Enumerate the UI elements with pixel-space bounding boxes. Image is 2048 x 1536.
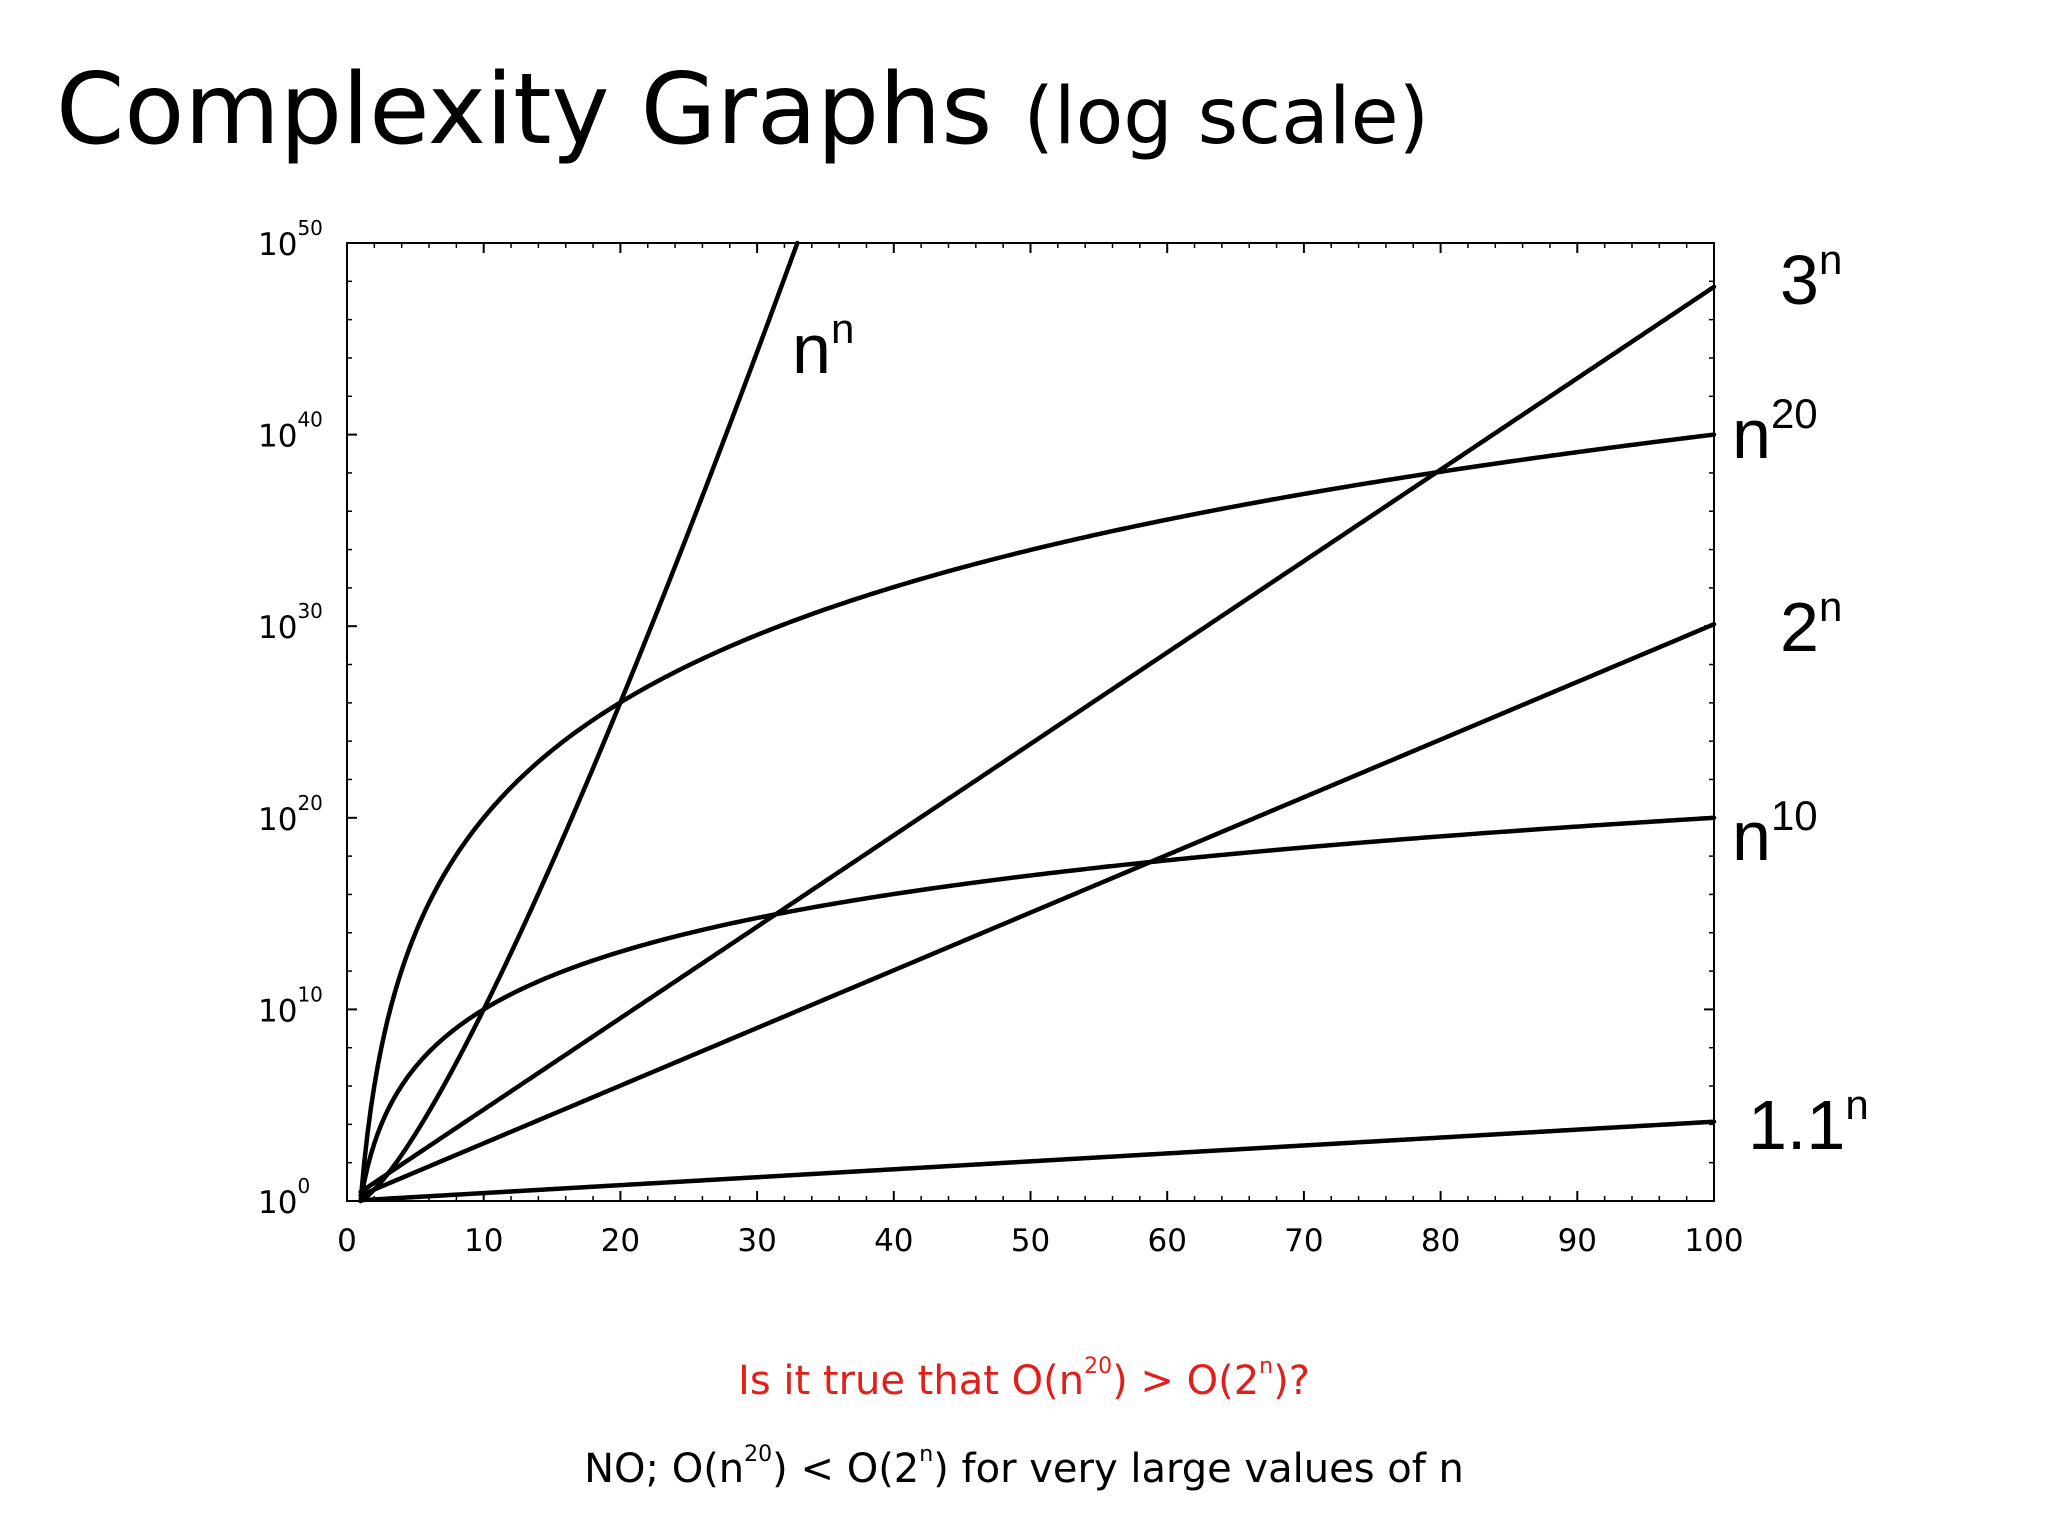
series-line-n10	[358, 815, 1717, 1204]
question-prefix: Is it true that O(n	[738, 1358, 1085, 1404]
answer-text: NO; O(n20) < O(2n) for very large values…	[0, 1442, 2048, 1492]
answer-prefix: NO; O(n	[584, 1446, 745, 1492]
slide-title: Complexity Graphs (log scale)	[56, 52, 1429, 170]
y-tick-label: 1010	[258, 982, 323, 1029]
series-label-n20: n20	[1732, 390, 1818, 473]
slide-title-suffix: (log scale)	[1023, 72, 1430, 162]
x-tick-label: 10	[464, 1223, 503, 1259]
answer-exponent-2: n	[919, 1442, 934, 1467]
x-axis: 0 10 20 30 40 50 60 70 80 90 100	[337, 243, 1744, 1259]
x-tick-label: 70	[1284, 1223, 1323, 1259]
answer-exponent-1: 20	[744, 1442, 773, 1467]
answer-middle: ) < O(2	[772, 1446, 920, 1492]
series-label-n10: n10	[1732, 792, 1818, 875]
series-lines	[358, 240, 1717, 1204]
series-line-n20	[358, 432, 1717, 1204]
x-tick-label: 0	[337, 1223, 357, 1259]
series-label-11n: 1.1n	[1748, 1081, 1869, 1164]
x-tick-label: 40	[874, 1223, 913, 1259]
plot-frame	[346, 242, 1715, 1202]
complexity-chart: 0 10 20 30 40 50 60 70 80 90 100 10010101020103010…	[258, 216, 1869, 1259]
series-line-2n	[358, 621, 1717, 1198]
series-label-3n: 3n	[1780, 236, 1842, 319]
slide-title-main: Complexity Graphs	[56, 53, 993, 167]
question-middle: ) > O(2	[1112, 1358, 1260, 1404]
x-tick-label: 80	[1421, 1223, 1460, 1259]
series-line-3n	[358, 284, 1717, 1195]
y-tick-label: 1040	[258, 408, 323, 455]
series-label-2n: 2n	[1780, 583, 1842, 666]
x-tick-label: 60	[1147, 1223, 1186, 1259]
series-labels: nn 3n n20 2n n10 1.1n	[792, 236, 1869, 1164]
y-tick-label: 1030	[258, 599, 323, 646]
answer-suffix: ) for very large values of n	[933, 1446, 1464, 1492]
y-tick-label: 1020	[258, 791, 323, 838]
y-tick-label: 1050	[258, 216, 323, 263]
x-tick-label: 50	[1011, 1223, 1050, 1259]
x-tick-label: 100	[1684, 1223, 1743, 1259]
y-tick-label: 100	[258, 1174, 310, 1221]
x-tick-label: 20	[601, 1223, 640, 1259]
question-suffix: )?	[1273, 1358, 1310, 1404]
x-tick-label: 30	[737, 1223, 776, 1259]
y-axis: 100 1010 1020 1030 1040 1050	[258, 216, 1714, 1221]
x-tick-label: 90	[1558, 1223, 1597, 1259]
series-line-nn	[358, 240, 800, 1204]
question-text: Is it true that O(n20) > O(2n)?	[0, 1354, 2048, 1404]
series-label-nn: nn	[792, 305, 854, 388]
series-line-11n	[358, 1119, 1717, 1203]
question-exponent-1: 20	[1084, 1354, 1113, 1379]
question-exponent-2: n	[1259, 1354, 1274, 1379]
